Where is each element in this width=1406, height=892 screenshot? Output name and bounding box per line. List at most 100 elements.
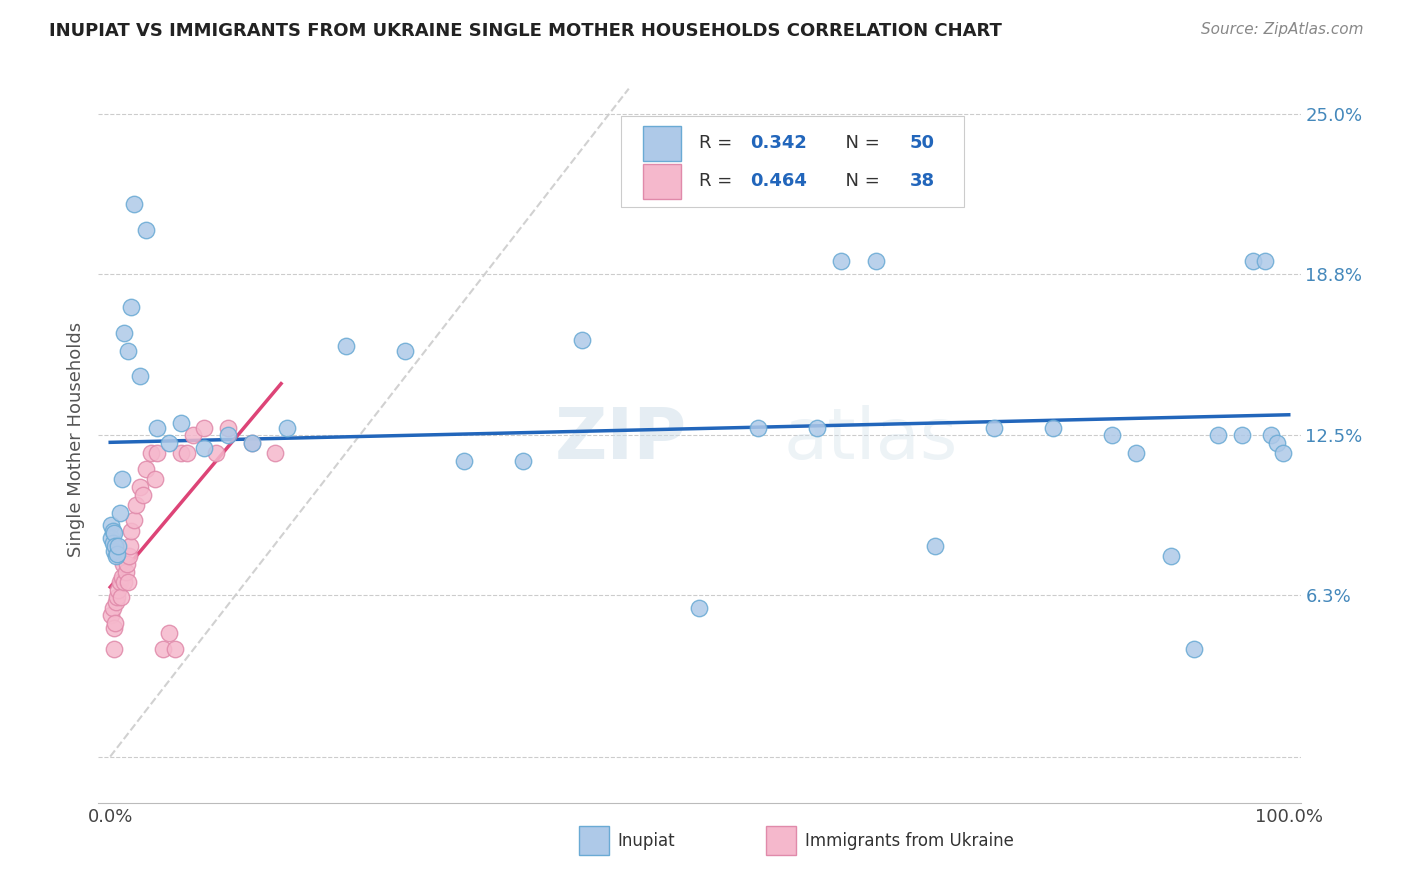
Point (689, 600, 711, 615)
Point (108, 506, 131, 520)
Point (276, 421, 298, 435)
Point (240, 436, 263, 450)
FancyBboxPatch shape (621, 116, 965, 207)
Point (217, 428, 239, 442)
Point (101, 536, 124, 550)
Point (110, 591, 132, 605)
Point (1125, 446, 1147, 460)
Point (1184, 641, 1206, 656)
Point (747, 421, 769, 435)
Point (132, 487, 155, 501)
Y-axis label: Single Mother Households: Single Mother Households (66, 322, 84, 557)
Point (1230, 428, 1253, 442)
Text: R =: R = (699, 135, 738, 153)
Bar (643, 164, 682, 199)
Point (157, 436, 180, 450)
Point (630, 179, 652, 194)
Point (105, 595, 128, 609)
Text: 50: 50 (910, 135, 935, 153)
Text: 38: 38 (910, 172, 935, 190)
Text: 0.464: 0.464 (749, 172, 807, 190)
Point (114, 565, 136, 579)
Point (120, 524, 142, 538)
Point (117, 343, 139, 358)
Point (125, 498, 148, 512)
Point (128, 480, 150, 494)
Point (181, 428, 204, 442)
Point (143, 472, 166, 486)
Point (1271, 446, 1294, 460)
Point (112, 326, 135, 340)
Text: ZIP: ZIP (555, 405, 688, 474)
Point (512, 454, 534, 468)
Point (146, 446, 169, 460)
Point (170, 416, 193, 430)
Point (107, 539, 129, 553)
Text: Immigrants from Ukraine: Immigrants from Ukraine (806, 831, 1014, 849)
Point (163, 641, 186, 656)
Point (122, 513, 145, 527)
Point (103, 621, 125, 635)
Point (100, 531, 122, 545)
Point (983, 421, 1005, 435)
Point (1206, 428, 1229, 442)
Text: N =: N = (834, 172, 886, 190)
Text: N =: N = (834, 135, 886, 153)
Bar (579, 826, 609, 855)
Point (1254, 253, 1277, 268)
Text: INUPIAT VS IMMIGRANTS FROM UKRAINE SINGLE MOTHER HOUSEHOLDS CORRELATION CHART: INUPIAT VS IMMIGRANTS FROM UKRAINE SINGL… (49, 22, 1002, 40)
Point (157, 626, 180, 640)
Point (394, 343, 416, 358)
Point (104, 539, 127, 553)
Text: Source: ZipAtlas.com: Source: ZipAtlas.com (1201, 22, 1364, 37)
Point (105, 591, 128, 605)
Text: R =: R = (699, 172, 738, 190)
Point (146, 421, 169, 435)
Point (335, 338, 357, 352)
Bar (643, 126, 682, 161)
Point (103, 526, 125, 541)
Point (193, 442, 215, 456)
Point (205, 446, 228, 460)
Point (122, 197, 145, 211)
Bar (766, 826, 796, 855)
Text: 0.342: 0.342 (749, 135, 807, 153)
Point (112, 574, 135, 589)
Point (105, 549, 128, 564)
Point (108, 574, 131, 589)
Point (240, 436, 263, 450)
Point (806, 421, 828, 435)
Point (1101, 428, 1123, 442)
Point (865, 253, 887, 268)
Point (135, 462, 157, 476)
Point (141, 446, 163, 460)
Point (107, 582, 129, 597)
Point (103, 544, 125, 558)
Point (101, 600, 124, 615)
Point (117, 574, 139, 589)
Point (152, 641, 174, 656)
Point (104, 615, 127, 630)
Point (193, 421, 215, 435)
Point (135, 223, 157, 237)
Point (118, 549, 141, 564)
Point (571, 334, 593, 348)
Point (101, 524, 124, 538)
Point (1260, 428, 1282, 442)
Point (115, 557, 138, 571)
Point (100, 608, 122, 623)
Point (100, 518, 122, 533)
Point (1160, 549, 1182, 564)
Point (1042, 421, 1064, 435)
Point (112, 557, 135, 571)
Point (453, 454, 475, 468)
Point (105, 547, 128, 561)
Point (170, 446, 193, 460)
Point (924, 539, 946, 553)
Point (264, 446, 287, 460)
Point (120, 539, 142, 553)
Point (217, 421, 239, 435)
Point (1241, 253, 1264, 268)
Point (128, 369, 150, 384)
Point (111, 570, 134, 584)
